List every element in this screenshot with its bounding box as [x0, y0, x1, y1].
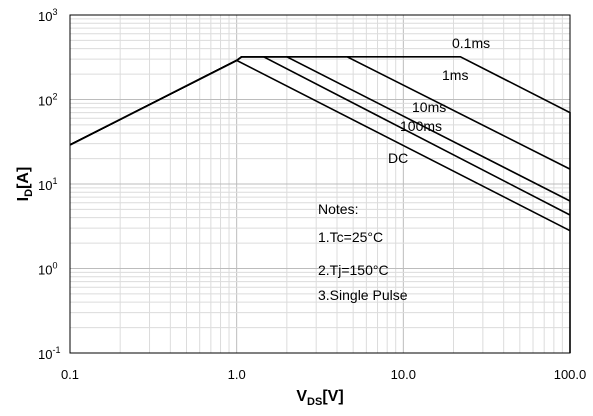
- note-2: 2.Tj=150°C: [318, 262, 389, 278]
- note-heading: Notes:: [318, 201, 358, 217]
- y-tick-label: 103: [38, 7, 57, 24]
- y-tick-label: 101: [38, 176, 57, 193]
- x-axis-title: VDS[V]: [296, 388, 343, 408]
- note-1: 1.Tc=25°C: [318, 229, 383, 245]
- curve-labels: DC 100ms 10ms 1ms 0.1ms: [388, 35, 490, 166]
- y-axis-title: ID[A]: [15, 167, 35, 202]
- curves: [69, 55, 571, 353]
- curve-label-100ms: 100ms: [400, 118, 442, 134]
- notes: Notes: 1.Tc=25°C 2.Tj=150°C 3.Single Pul…: [318, 201, 408, 303]
- curve-10ms: [69, 55, 571, 202]
- curve-100ms: [69, 55, 571, 216]
- y-tick-label: 102: [38, 92, 57, 109]
- curve-label-10ms: 10ms: [412, 99, 446, 115]
- x-tick-label: 0.1: [61, 367, 79, 382]
- y-tick-labels: 10-1 100 101 102 103: [38, 7, 60, 362]
- grid: [70, 15, 570, 353]
- note-3: 3.Single Pulse: [318, 287, 408, 303]
- x-tick-label: 10.0: [391, 367, 416, 382]
- curve-label-01ms: 0.1ms: [452, 35, 490, 51]
- y-tick-label: 10-1: [38, 345, 60, 362]
- curve-01ms: [69, 55, 571, 353]
- y-tick-label: 100: [38, 261, 57, 278]
- x-tick-labels: 0.1 1.0 10.0 100.0: [61, 367, 586, 382]
- x-tick-label: 100.0: [554, 367, 587, 382]
- curve-label-dc: DC: [388, 150, 408, 166]
- x-tick-label: 1.0: [228, 367, 246, 382]
- curve-label-1ms: 1ms: [442, 67, 468, 83]
